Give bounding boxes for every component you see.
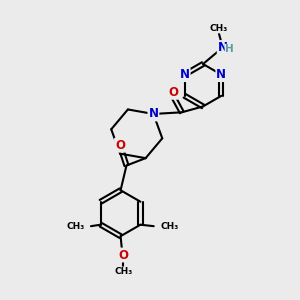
Text: CH₃: CH₃ <box>66 222 85 231</box>
Text: N: N <box>180 68 190 81</box>
Text: O: O <box>168 86 178 99</box>
Text: N: N <box>218 41 228 54</box>
Text: CH₃: CH₃ <box>114 267 132 276</box>
Text: CH₃: CH₃ <box>210 24 228 33</box>
Text: CH₃: CH₃ <box>160 222 179 231</box>
Text: N: N <box>216 68 226 81</box>
Text: N: N <box>148 107 158 121</box>
Text: O: O <box>115 139 125 152</box>
Text: O: O <box>118 248 128 262</box>
Text: H: H <box>225 44 234 54</box>
